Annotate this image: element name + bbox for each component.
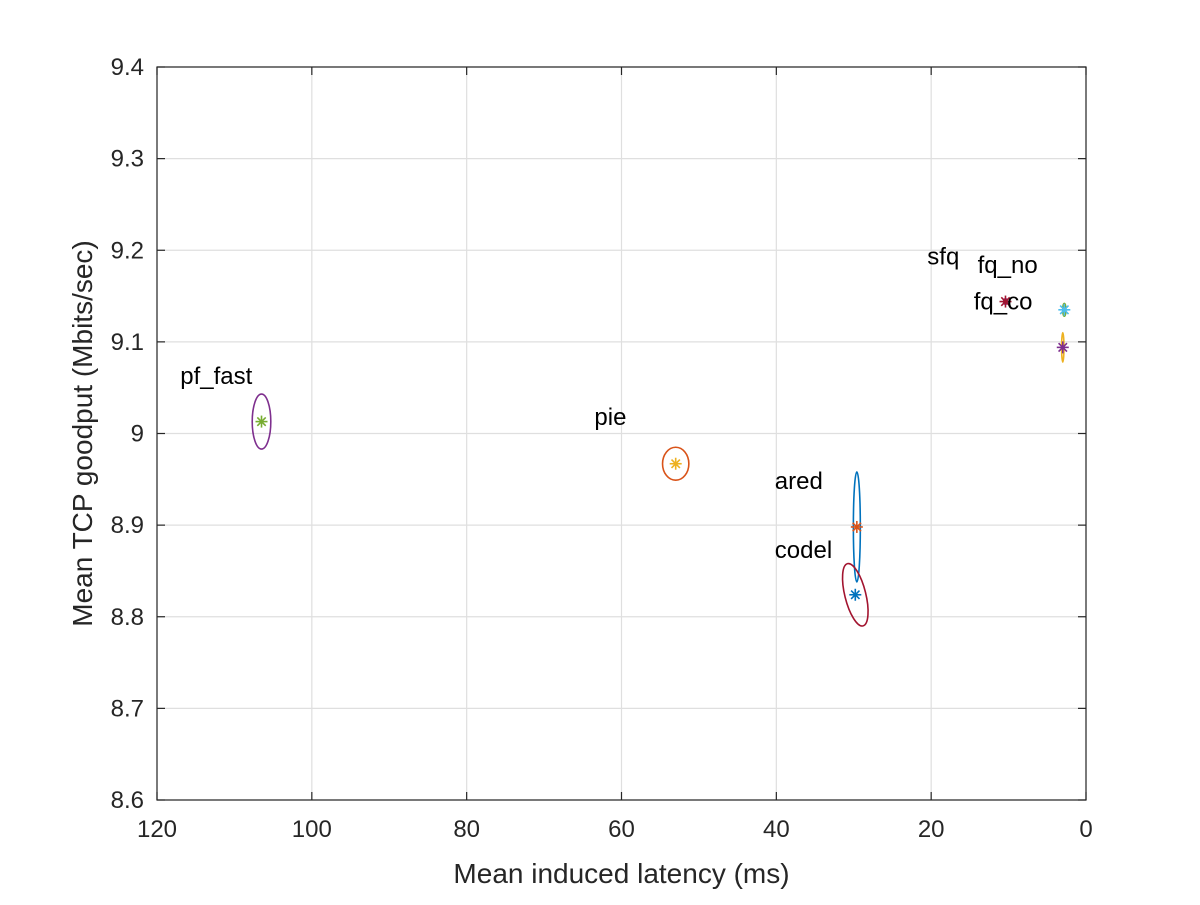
marker-fq_co — [1056, 341, 1069, 354]
y-tick-label: 8.8 — [111, 604, 144, 631]
y-tick-label: 9.3 — [111, 146, 144, 173]
x-tick-label: 60 — [608, 816, 635, 843]
label-pf_fast: pf_fast — [180, 363, 252, 390]
ellipse-pf_fast — [251, 393, 272, 450]
marker-pf_fast — [255, 415, 268, 428]
label-fq_no: fq_no — [978, 252, 1038, 279]
ellipse-pie — [661, 446, 690, 482]
marker-codel — [849, 588, 862, 601]
x-axis-label: Mean induced latency (ms) — [453, 858, 789, 889]
label-fq_co: fq_co — [974, 289, 1033, 316]
grid — [156, 66, 1087, 801]
x-tick-label: 80 — [453, 816, 480, 843]
marker-sfq — [999, 295, 1012, 308]
confidence-ellipses — [251, 298, 1067, 627]
y-tick-label: 9 — [131, 421, 144, 448]
y-tick-label: 8.7 — [111, 695, 144, 722]
marker-ared — [850, 520, 863, 533]
axes — [156, 66, 1087, 801]
y-tick-label: 9.1 — [111, 329, 144, 356]
y-tick-label: 8.6 — [111, 787, 144, 814]
x-tick-label: 20 — [918, 816, 945, 843]
x-tick-label: 120 — [137, 816, 177, 843]
label-ared: ared — [775, 468, 823, 495]
x-tick-label: 40 — [763, 816, 790, 843]
label-sfq: sfq — [927, 244, 959, 271]
marker-fq_no — [1058, 303, 1071, 316]
y-tick-label: 9.4 — [111, 54, 144, 81]
tick-labels: 120 100 80 60 40 20 0 8.6 8.7 8.8 8.9 9 9.1 9.2 9.3 9.4 — [111, 54, 1093, 843]
label-pie: pie — [594, 404, 626, 431]
y-axis-label: Mean TCP goodput (Mbits/sec) — [67, 240, 98, 626]
y-tick-label: 8.9 — [111, 512, 144, 539]
x-tick-label: 0 — [1079, 816, 1092, 843]
marker-pie — [669, 457, 682, 470]
label-codel: codel — [775, 537, 832, 564]
ellipse-codel — [841, 562, 869, 627]
data-markers — [255, 295, 1071, 601]
y-tick-label: 9.2 — [111, 237, 144, 264]
x-tick-label: 100 — [292, 816, 332, 843]
